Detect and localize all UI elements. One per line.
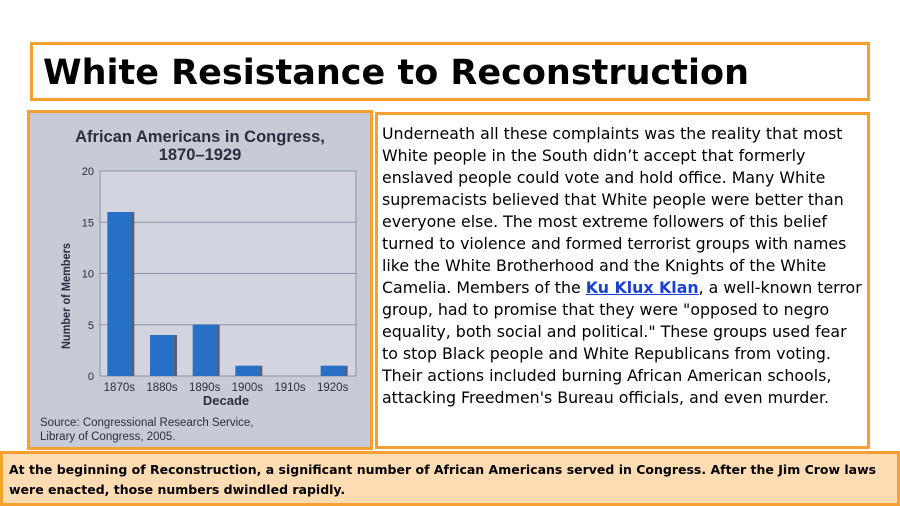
caption-text: At the beginning of Reconstruction, a si…	[9, 462, 877, 497]
y-tick-label: 5	[88, 320, 94, 332]
x-tick-labels: 1870s 1880s 1890s 1900s 1910s 1920s	[104, 382, 349, 394]
bars	[107, 212, 348, 376]
x-tick-label: 1880s	[146, 382, 178, 394]
x-tick-label: 1870s	[104, 382, 136, 394]
title-box: White Resistance to Reconstruction	[30, 42, 870, 101]
x-tick-label: 1900s	[232, 382, 264, 394]
x-tick-label: 1920s	[317, 382, 349, 394]
y-tick-label: 15	[82, 217, 94, 229]
body-paragraph: Underneath all these complaints was the …	[382, 123, 866, 409]
chart-source-line1: Source: Congressional Research Service,	[40, 417, 254, 429]
gridlines	[100, 170, 356, 326]
bar-chart: African Americans in Congress, 1870–1929…	[40, 128, 357, 443]
chart-panel: African Americans in Congress, 1870–1929…	[27, 110, 373, 450]
bar-1870s	[107, 212, 132, 376]
y-tick-label: 20	[82, 166, 94, 178]
x-axis-label: Decade	[203, 393, 249, 408]
body-text-part2: , a well-known terror group, had to prom…	[382, 278, 862, 407]
y-tick-label: 0	[88, 371, 94, 383]
chart-source-line2: Library of Congress, 2005.	[40, 431, 176, 443]
bar-1880s	[150, 335, 174, 376]
y-tick-label: 10	[82, 269, 94, 281]
slide-title: White Resistance to Reconstruction	[43, 53, 749, 93]
caption-box: At the beginning of Reconstruction, a si…	[0, 451, 900, 506]
y-tick-labels: 0 5 10 15 20	[82, 166, 94, 383]
bar-1890s	[192, 324, 217, 376]
bar-1900s	[235, 365, 260, 376]
ku-klux-klan-link[interactable]: Ku Klux Klan	[585, 278, 699, 297]
x-tick-label: 1890s	[189, 382, 221, 394]
chart-title-line2: 1870–1929	[159, 146, 242, 164]
bar-1920s	[320, 365, 345, 376]
chart-title-line1: African Americans in Congress,	[75, 128, 325, 146]
body-text-part1: Underneath all these complaints was the …	[382, 124, 847, 297]
x-tick-label: 1910s	[274, 382, 306, 394]
body-text-box: Underneath all these complaints was the …	[375, 112, 870, 449]
y-axis-label: Number of Members	[59, 243, 73, 349]
